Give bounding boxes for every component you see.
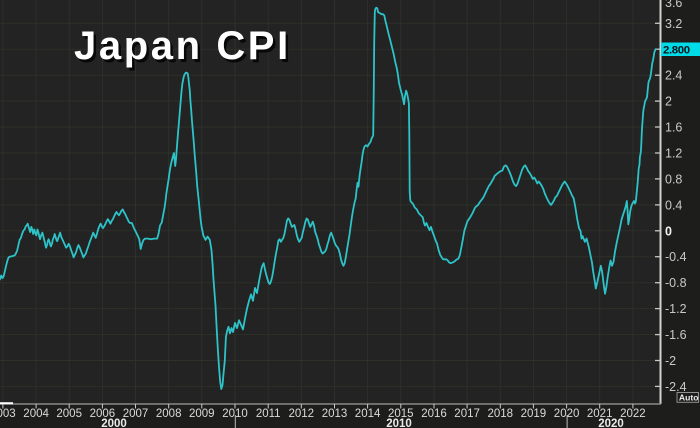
svg-text:2010: 2010	[222, 408, 248, 420]
svg-text:2017: 2017	[454, 408, 480, 420]
svg-text:0.8: 0.8	[665, 172, 682, 186]
svg-text:1.6: 1.6	[665, 121, 682, 135]
svg-text:2003: 2003	[0, 408, 16, 420]
svg-text:2009: 2009	[189, 408, 215, 420]
svg-text:2022: 2022	[620, 408, 646, 420]
svg-text:2018: 2018	[488, 408, 514, 420]
svg-text:1.2: 1.2	[665, 147, 682, 161]
svg-text:-2: -2	[665, 354, 676, 368]
svg-text:0.4: 0.4	[665, 198, 682, 212]
svg-text:2005: 2005	[56, 408, 82, 420]
svg-text:-2.4: -2.4	[665, 380, 687, 394]
svg-text:-0.8: -0.8	[665, 276, 687, 290]
svg-text:Japan CPI: Japan CPI	[77, 27, 294, 71]
svg-text:2012: 2012	[289, 408, 315, 420]
svg-text:2007: 2007	[123, 408, 149, 420]
svg-text:2: 2	[665, 95, 672, 109]
svg-text:2015: 2015	[388, 408, 414, 420]
svg-text:Japan CPI: Japan CPI	[74, 24, 291, 68]
svg-text:0: 0	[665, 224, 672, 238]
svg-text:3.2: 3.2	[665, 17, 682, 31]
svg-text:2014: 2014	[355, 408, 381, 420]
svg-text:2016: 2016	[421, 408, 447, 420]
svg-text:2020: 2020	[554, 408, 580, 420]
svg-text:-0.4: -0.4	[665, 250, 687, 264]
svg-text:2000: 2000	[101, 418, 127, 428]
svg-text:2019: 2019	[521, 408, 547, 420]
svg-text:2013: 2013	[322, 408, 348, 420]
svg-text:3.6: 3.6	[665, 0, 682, 10]
svg-text:2.800: 2.800	[663, 45, 690, 57]
svg-text:2010: 2010	[386, 418, 412, 428]
svg-text:-1.6: -1.6	[665, 328, 687, 342]
svg-text:-1.2: -1.2	[665, 302, 687, 316]
svg-text:2011: 2011	[256, 408, 281, 420]
svg-text:2004: 2004	[23, 408, 49, 420]
svg-text:2006: 2006	[90, 408, 116, 420]
svg-text:2008: 2008	[156, 408, 182, 420]
svg-text:2021: 2021	[587, 408, 613, 420]
svg-text:Auto: Auto	[679, 392, 699, 402]
svg-text:2.4: 2.4	[665, 69, 682, 83]
svg-text:2020: 2020	[598, 418, 624, 428]
